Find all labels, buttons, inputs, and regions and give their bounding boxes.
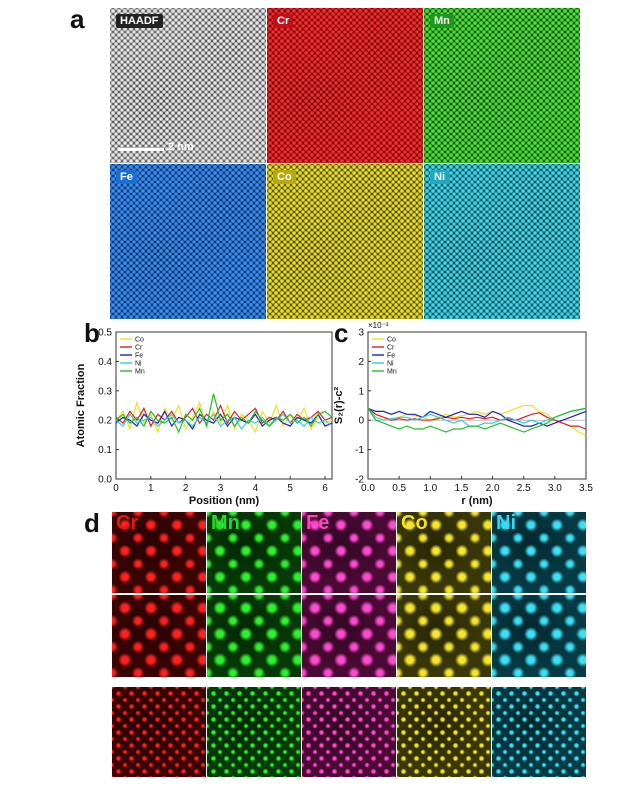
- panel-letter-b: b: [84, 318, 100, 348]
- y-tick-label: -2: [355, 475, 364, 486]
- y-tick-label: 0: [358, 416, 364, 427]
- x-axis-label: r (nm): [461, 495, 493, 507]
- map-tile-fe: Fe: [110, 164, 266, 319]
- y-exponent-label: ×10⁻³: [368, 322, 389, 330]
- y-tick-label: 0.0: [98, 475, 112, 486]
- x-tick-label: 1.0: [423, 483, 437, 494]
- column-label-fe: Fe: [306, 512, 330, 534]
- map-tile-mn: Mn: [424, 8, 580, 163]
- x-tick-label: 6: [322, 483, 328, 494]
- scale-label: 2 nm: [168, 141, 194, 153]
- map-tile-ni: Ni: [424, 164, 580, 319]
- chart-s2-correlation: 0.0 0.5 1.0 1.5 2.0 2.5 3.0 3.5 -2 -1 0 1 2 3 r (nm) S₂…: [333, 322, 593, 507]
- panel-letter-c: c: [334, 318, 349, 348]
- column-map-mn-row-2: [207, 595, 301, 677]
- map-tile-cr: Cr: [267, 8, 423, 163]
- y-tick-label: 0.1: [98, 445, 112, 456]
- series-line-co: [367, 404, 587, 436]
- legend-label-ni: Ni: [387, 361, 394, 368]
- y-tick-label: -1: [355, 445, 364, 456]
- y-tick-label: 0.5: [98, 328, 112, 339]
- y-axis-label: S₂(r)-c²: [333, 387, 345, 425]
- column-map-ni-row-2: [492, 595, 586, 677]
- y-tick-label: 2: [358, 357, 364, 368]
- series-line-mn: [367, 407, 587, 433]
- legend-label-cr: Cr: [135, 345, 143, 352]
- column-map-ni-row-3: [492, 687, 586, 777]
- column-map-fe-row-2: [302, 595, 396, 677]
- x-tick-label: 0.0: [361, 483, 375, 494]
- scale-bar: [118, 148, 164, 151]
- column-map-mn-row-1: [207, 512, 301, 593]
- x-tick-label: 0.5: [392, 483, 406, 494]
- y-tick-label: 0.2: [98, 416, 112, 427]
- legend-label-mn: Mn: [135, 369, 145, 376]
- x-tick-label: 3: [218, 483, 224, 494]
- y-tick-label: 0.4: [98, 357, 112, 368]
- column-map-fe-row-3: [302, 687, 396, 777]
- column-map-cr-row-2: [112, 595, 206, 677]
- column-map-fe-row-1: [302, 512, 396, 593]
- map-label-fe: Fe: [116, 170, 137, 184]
- column-label-mn: Mn: [211, 512, 240, 534]
- column-map-co-row-1: [397, 512, 491, 593]
- series-line-cr: [115, 404, 333, 428]
- panel-a-elemental-maps: HAADF 2 nm Cr Mn Fe Co Ni: [110, 8, 580, 319]
- plot-frame: [115, 331, 333, 480]
- column-label-cr: Cr: [116, 512, 139, 534]
- series-line-mn: [115, 393, 333, 434]
- series-line-cr: [367, 407, 587, 430]
- panel-letter-d: d: [84, 508, 100, 538]
- map-label-haadf: HAADF: [116, 14, 163, 28]
- x-tick-label: 2: [183, 483, 189, 494]
- x-tick-label: 3.0: [548, 483, 562, 494]
- legend-label-co: Co: [135, 337, 144, 344]
- x-tick-label: 1: [148, 483, 154, 494]
- x-tick-label: 1.5: [454, 483, 468, 494]
- panel-letter-a: a: [70, 4, 85, 34]
- column-map-cr-row-3: [112, 687, 206, 777]
- x-tick-label: 3.5: [579, 483, 593, 494]
- y-tick-label: 3: [358, 328, 364, 339]
- plot-frame: [367, 331, 587, 480]
- column-label-ni: Ni: [496, 512, 516, 534]
- x-axis-label: Position (nm): [189, 495, 260, 507]
- legend-label-co: Co: [387, 337, 396, 344]
- legend-label-mn: Mn: [387, 369, 397, 376]
- legend-label-ni: Ni: [135, 361, 142, 368]
- column-map-co-row-3: [397, 687, 491, 777]
- map-label-ni: Ni: [430, 170, 449, 184]
- column-map-ni-row-1: [492, 512, 586, 593]
- panel-d-column-maps: Cr Mn Fe Co Ni: [112, 512, 587, 782]
- x-tick-label: 4: [253, 483, 259, 494]
- legend-label-cr: Cr: [387, 345, 395, 352]
- y-tick-label: 0.3: [98, 386, 112, 397]
- column-map-co-row-2: [397, 595, 491, 677]
- chart-atomic-fraction: 0 1 2 3 4 5 6 0.0 0.1 0.2 0.3 0.4 0.5 Position (nm) At…: [75, 328, 333, 507]
- series-line-fe: [367, 407, 587, 427]
- column-label-co: Co: [401, 512, 428, 534]
- x-tick-label: 2.0: [486, 483, 500, 494]
- x-tick-label: 0: [113, 483, 119, 494]
- map-label-cr: Cr: [273, 14, 294, 28]
- column-map-cr-row-1: [112, 512, 206, 593]
- x-tick-label: 5: [287, 483, 293, 494]
- map-label-mn: Mn: [430, 14, 454, 28]
- column-map-mn-row-3: [207, 687, 301, 777]
- y-tick-label: 1: [358, 386, 364, 397]
- legend-label-fe: Fe: [387, 353, 395, 360]
- x-tick-label: 2.5: [517, 483, 531, 494]
- y-axis-label: Atomic Fraction: [75, 363, 87, 447]
- series-line-fe: [115, 410, 333, 431]
- map-label-co: Co: [273, 170, 296, 184]
- legend-label-fe: Fe: [135, 353, 143, 360]
- map-tile-haadf: HAADF 2 nm: [110, 8, 266, 163]
- map-tile-co: Co: [267, 164, 423, 319]
